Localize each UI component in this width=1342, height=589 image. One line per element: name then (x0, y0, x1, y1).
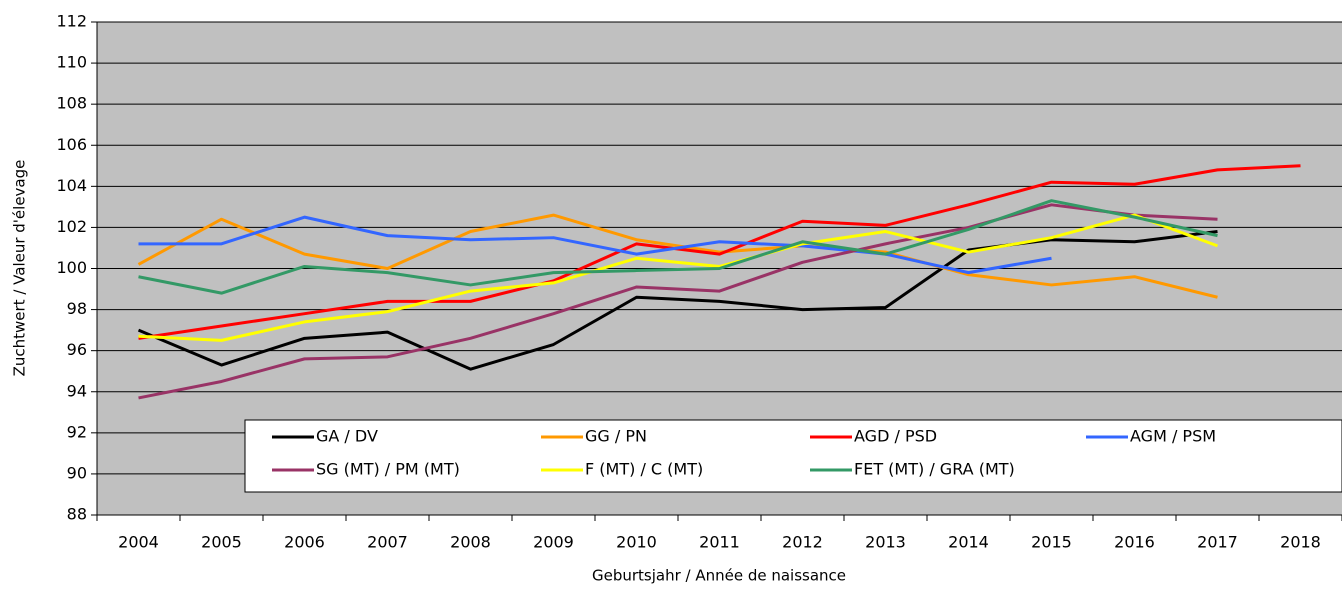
x-tick-label: 2007 (367, 533, 408, 552)
series-line (138, 164, 1301, 340)
x-axis-label: Geburtsjahr / Année de naissance (592, 567, 846, 585)
y-tick-label: 112 (56, 12, 87, 31)
series-line (138, 199, 1218, 295)
series-line (138, 213, 1219, 342)
y-tick-label: 110 (56, 53, 87, 72)
x-tick-label: 2009 (533, 533, 574, 552)
legend-label: F (MT) / C (MT) (585, 460, 703, 479)
series-line (137, 213, 1218, 299)
y-tick-label: 88 (67, 505, 87, 524)
x-tick-label: 2012 (782, 533, 823, 552)
y-tick-label: 108 (56, 94, 87, 113)
x-tick-label: 2014 (948, 533, 989, 552)
y-axis-label: Zuchtwert / Valeur d'élevage (11, 160, 29, 377)
x-tick-label: 2008 (450, 533, 491, 552)
x-tick-label: 2005 (201, 533, 242, 552)
y-tick-label: 106 (56, 135, 87, 154)
legend-label: GA / DV (316, 427, 378, 446)
y-tick-label: 100 (56, 258, 87, 277)
series-line (138, 203, 1218, 400)
x-tick-label: 2013 (865, 533, 906, 552)
legend-label: SG (MT) / PM (MT) (316, 460, 460, 479)
x-tick-label: 2004 (118, 533, 159, 552)
x-tick-label: 2010 (616, 533, 657, 552)
series-line (138, 215, 1052, 275)
y-tick-label: 98 (67, 299, 87, 318)
y-tick-label: 102 (56, 217, 87, 236)
x-tick-label: 2006 (284, 533, 325, 552)
y-tick-label: 92 (67, 422, 87, 441)
y-tick-label: 94 (67, 381, 87, 400)
y-tick-label: 90 (67, 463, 87, 482)
y-tick-label: 96 (67, 340, 87, 359)
legend-label: FET (MT) / GRA (MT) (854, 460, 1015, 479)
legend-label: GG / PN (585, 427, 647, 446)
x-tick-label: 2018 (1280, 533, 1321, 552)
x-tick-label: 2015 (1031, 533, 1072, 552)
x-tick-label: 2017 (1197, 533, 1238, 552)
x-tick-label: 2016 (1114, 533, 1155, 552)
legend-label: AGM / PSM (1130, 427, 1216, 446)
x-tick-label: 2011 (699, 533, 740, 552)
legend (244, 419, 1342, 493)
y-tick-label: 104 (56, 176, 87, 195)
legend-label: AGD / PSD (854, 427, 937, 446)
